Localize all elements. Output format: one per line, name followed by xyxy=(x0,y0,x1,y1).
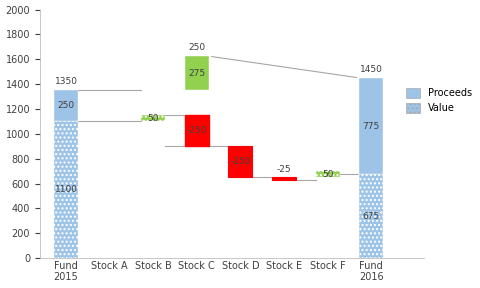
Text: 275: 275 xyxy=(188,69,205,78)
Text: 50: 50 xyxy=(147,114,159,123)
Bar xyxy=(54,121,78,258)
Bar xyxy=(272,177,296,180)
Bar xyxy=(54,90,78,121)
Bar xyxy=(141,115,165,121)
Text: 1450: 1450 xyxy=(360,65,383,73)
Text: 50: 50 xyxy=(322,170,333,179)
Text: -25: -25 xyxy=(276,164,291,174)
Text: 250: 250 xyxy=(58,101,74,110)
Bar xyxy=(185,56,209,90)
Text: -250: -250 xyxy=(187,126,207,135)
Text: 250: 250 xyxy=(188,43,205,52)
Bar xyxy=(359,174,383,258)
Bar xyxy=(185,115,209,146)
Bar xyxy=(316,171,339,177)
Text: 1100: 1100 xyxy=(55,185,78,194)
Text: 775: 775 xyxy=(362,122,380,130)
Text: 675: 675 xyxy=(362,212,380,221)
Text: -250: -250 xyxy=(230,157,251,166)
Text: 1350: 1350 xyxy=(55,77,78,86)
Bar xyxy=(228,146,252,177)
Legend: Proceeds, Value: Proceeds, Value xyxy=(402,84,476,117)
Bar xyxy=(359,78,383,174)
